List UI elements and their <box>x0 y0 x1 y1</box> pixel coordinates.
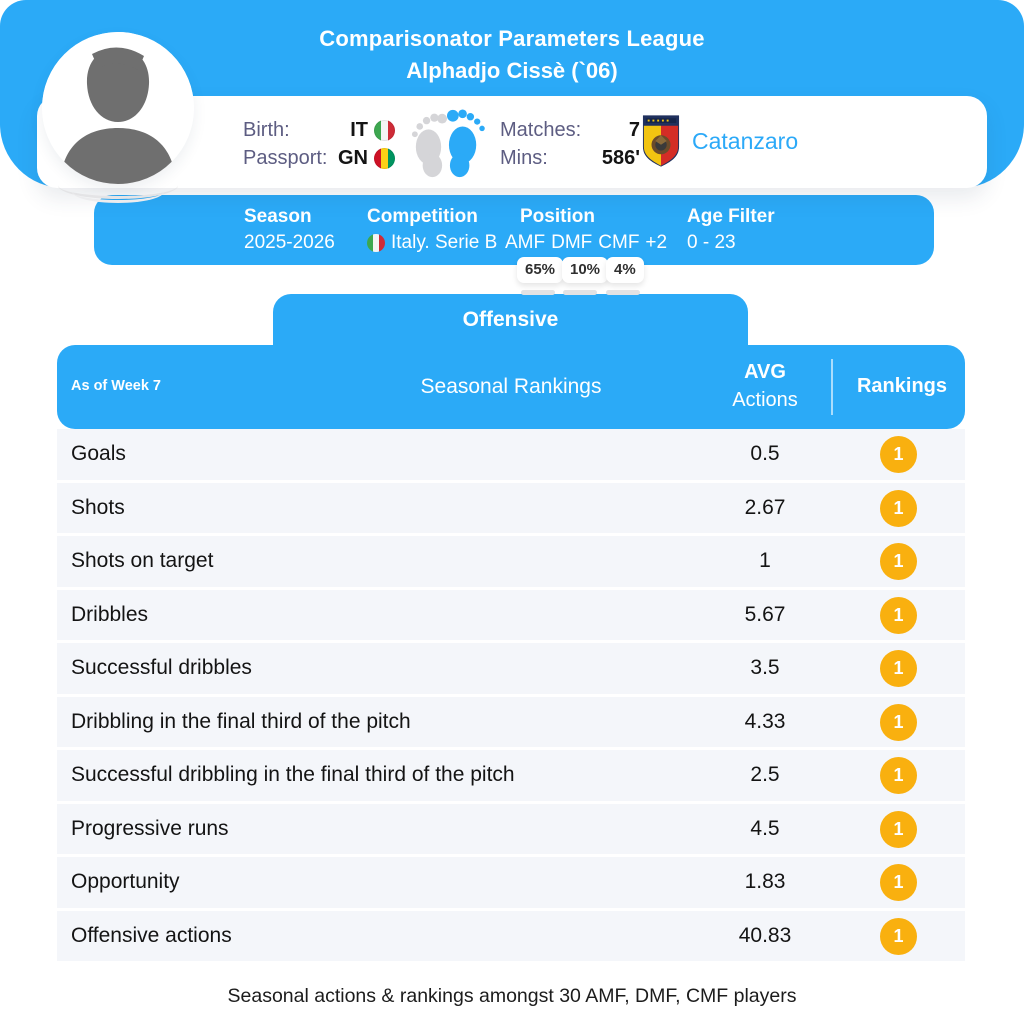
competition-value: Italy. Serie B <box>391 232 498 253</box>
stat-avg-value: 2.67 <box>744 495 786 519</box>
mins-label: Mins: <box>500 147 548 169</box>
stat-label: Shots <box>71 495 125 519</box>
position-filter: Position AMF DMF CMF +2 <box>505 204 667 256</box>
competition-label: Competition <box>367 206 478 227</box>
rank-badge: 1 <box>880 864 917 901</box>
avatar-shadow-arc <box>72 180 164 203</box>
position-label: Position <box>520 206 595 227</box>
age-filter-value: 0 - 23 <box>687 232 736 253</box>
table-row: Progressive runs 4.5 1 <box>57 803 965 857</box>
stat-label: Shots on target <box>71 549 214 572</box>
stats-table: Goals 0.5 1 Shots 2.67 1 Shots on target… <box>57 429 965 964</box>
season-filter: Season 2025-2026 <box>244 204 335 256</box>
stat-avg-value: 2.5 <box>750 763 780 786</box>
table-row: Dribbles 5.67 1 <box>57 589 965 643</box>
playing-time-block: Matches: 7 Mins: 586' <box>500 116 640 172</box>
guinea-flag-icon <box>374 147 395 169</box>
nationality-block: Birth: IT Passport: GN <box>243 116 395 172</box>
stat-label: Successful dribbles <box>71 656 252 679</box>
stat-label: Goals <box>71 442 126 465</box>
table-row: Successful dribbling in the final third … <box>57 750 965 804</box>
stat-avg-value: 40.83 <box>738 923 792 947</box>
stat-label: Dribbles <box>71 602 149 626</box>
table-row: Shots on target 1 1 <box>57 536 965 590</box>
preferred-foot-icon <box>408 106 486 185</box>
passport-country-code: GN <box>338 147 368 169</box>
matches-label: Matches: <box>500 119 582 141</box>
position-pct-badge: 4% <box>606 257 644 283</box>
position-extra: +2 <box>645 232 668 253</box>
rank-badge: 1 <box>880 436 917 473</box>
badge-underline <box>563 290 597 295</box>
club-crest-icon <box>642 115 680 167</box>
rank-badge: 1 <box>880 543 917 580</box>
player-name: Alphadjo Cissè (`06) <box>406 58 618 83</box>
mins-value: 586' <box>601 147 640 169</box>
competition-filter: Competition Italy. Serie B <box>367 204 497 256</box>
stat-label: Successful dribbling in the final third … <box>71 763 515 786</box>
header-divider <box>831 359 833 415</box>
badge-underline <box>606 290 640 295</box>
stat-label: Offensive actions <box>71 923 232 947</box>
stat-label: Progressive runs <box>71 816 229 840</box>
table-row: Successful dribbles 3.5 1 <box>57 643 965 697</box>
table-row: Opportunity 1.83 1 <box>57 857 965 911</box>
stat-avg-value: 1.83 <box>744 870 786 893</box>
footer-note: Seasonal actions & rankings amongst 30 A… <box>227 985 797 1007</box>
rankings-header: Rankings <box>856 375 948 397</box>
player-info-card <box>37 96 987 188</box>
passport-label: Passport: <box>243 147 328 169</box>
position-pct-badge: 65% <box>517 257 564 283</box>
matches-value: 7 <box>628 119 640 141</box>
avg-actions-header: AVG Actions <box>732 361 798 411</box>
filter-bar: Season 2025-2026 Competition Italy. Seri… <box>94 195 934 265</box>
person-silhouette-icon <box>42 32 194 184</box>
rank-badge: 1 <box>880 596 917 634</box>
rank-badge: 1 <box>880 810 917 848</box>
right-foot-icon <box>447 109 485 178</box>
season-label: Season <box>244 206 312 227</box>
left-foot-icon <box>411 113 447 178</box>
italy-flag-icon <box>367 234 385 252</box>
as-of-week-label: As of Week 7 <box>71 378 161 394</box>
stat-avg-value: 0.5 <box>750 442 780 465</box>
birth-label: Birth: <box>243 119 290 141</box>
stat-avg-value: 3.5 <box>750 656 780 679</box>
age-filter: Age Filter 0 - 23 <box>687 204 775 256</box>
avatar <box>42 32 194 184</box>
table-row: Dribbling in the final third of the pitc… <box>57 696 965 750</box>
stat-label: Dribbling in the final third of the pitc… <box>71 709 411 733</box>
position-code: DMF <box>551 232 593 253</box>
rank-badge: 1 <box>880 757 917 794</box>
italy-flag-icon <box>374 119 395 141</box>
position-pct-badge: 10% <box>562 257 609 283</box>
page-title: Comparisonator Parameters League <box>319 26 705 51</box>
table-row: Shots 2.67 1 <box>57 482 965 536</box>
club-block: Catanzaro <box>642 114 798 168</box>
stat-label: Opportunity <box>71 870 180 893</box>
position-code: AMF <box>505 232 546 253</box>
stat-avg-value: 4.33 <box>744 709 786 733</box>
table-row: Goals 0.5 1 <box>57 429 965 483</box>
rank-badge: 1 <box>880 703 917 741</box>
rank-badge: 1 <box>880 650 917 687</box>
club-name-link[interactable]: Catanzaro <box>692 127 799 154</box>
rank-badge: 1 <box>880 917 917 955</box>
season-value: 2025-2026 <box>244 232 335 253</box>
table-row: Offensive actions 40.83 1 <box>57 910 965 964</box>
seasonal-rankings-header: Seasonal Rankings <box>420 375 602 398</box>
stat-avg-value: 1 <box>759 549 771 572</box>
stat-avg-value: 5.67 <box>744 602 786 626</box>
age-filter-label: Age Filter <box>687 206 775 227</box>
stat-avg-value: 4.5 <box>750 816 780 840</box>
rank-badge: 1 <box>880 489 917 527</box>
badge-underline <box>521 290 555 295</box>
birth-country-code: IT <box>350 119 368 141</box>
position-code: CMF <box>598 232 640 253</box>
table-header: As of Week 7 Seasonal Rankings AVG Actio… <box>57 345 965 429</box>
